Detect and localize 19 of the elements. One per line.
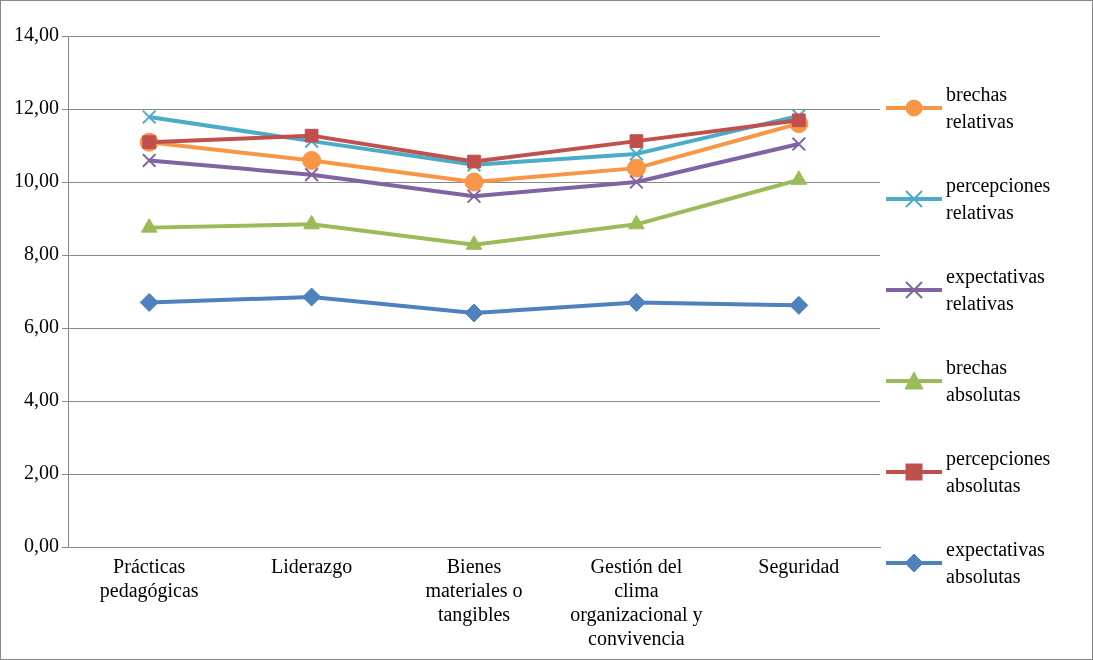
legend-label: expectativas absolutas (946, 537, 1046, 589)
x-tick-label: Liderazgo (271, 555, 353, 579)
legend-label: brechas relativas (946, 82, 1015, 134)
y-tick-label: 12,00 (14, 96, 59, 119)
x-tick-label: Seguridad (758, 555, 840, 579)
legend-label: percepciones absolutas (946, 446, 1052, 498)
y-tick-label: 10,00 (14, 169, 59, 192)
y-tick-label: 0,00 (24, 534, 59, 557)
x-tick-label: Prácticas pedagógicas (99, 555, 199, 603)
y-tick-label: 14,00 (14, 23, 59, 46)
y-tick-label: 8,00 (24, 242, 59, 265)
legend-label: percepciones relativas (946, 173, 1052, 225)
y-tick-label: 6,00 (24, 315, 59, 338)
y-tick-label: 2,00 (24, 461, 59, 484)
x-tick-label: Gestión del clima organizacional y convivencia (570, 555, 703, 650)
legend-label: brechas absolutas (946, 355, 1022, 407)
y-tick-label: 4,00 (24, 388, 59, 411)
legend-label: expectativas relativas (946, 264, 1046, 316)
x-tick-label: Bienes materiales o tangibles (425, 555, 523, 627)
